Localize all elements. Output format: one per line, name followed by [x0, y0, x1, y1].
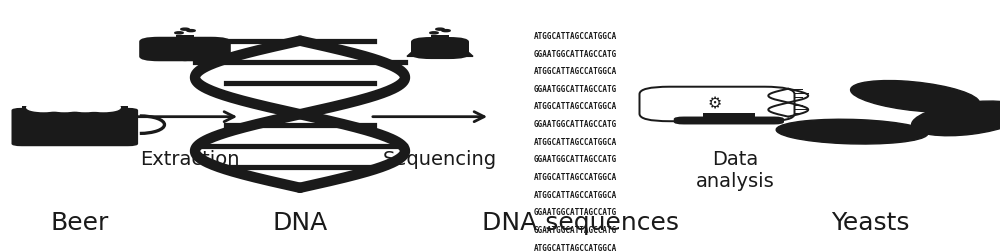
Circle shape [181, 29, 189, 31]
Circle shape [27, 104, 60, 112]
Text: GGAATGGCATTAGCCATG: GGAATGGCATTAGCCATG [533, 49, 617, 58]
Text: GGAATGGCATTAGCCATG: GGAATGGCATTAGCCATG [533, 208, 617, 216]
FancyBboxPatch shape [169, 38, 231, 62]
Polygon shape [407, 41, 473, 57]
Text: GGAATGGCATTAGCCATG: GGAATGGCATTAGCCATG [533, 120, 617, 129]
Circle shape [171, 39, 179, 41]
Text: GGAATGGCATTAGCCATG: GGAATGGCATTAGCCATG [533, 155, 617, 164]
Polygon shape [152, 41, 218, 57]
Text: Yeasts: Yeasts [831, 210, 909, 234]
Text: DNA sequences: DNA sequences [482, 210, 678, 234]
Text: ATGGCATTAGCCATGGCA: ATGGCATTAGCCATGGCA [533, 190, 617, 199]
Text: Sequencing: Sequencing [383, 149, 497, 168]
FancyBboxPatch shape [411, 38, 469, 60]
Circle shape [48, 104, 81, 112]
Circle shape [163, 40, 171, 42]
Circle shape [201, 39, 209, 41]
Circle shape [430, 33, 438, 35]
FancyBboxPatch shape [176, 36, 194, 41]
Text: ⚙: ⚙ [708, 96, 722, 111]
Circle shape [440, 40, 448, 41]
Circle shape [436, 29, 444, 31]
Circle shape [442, 30, 450, 33]
Text: ATGGCATTAGCCATGGCA: ATGGCATTAGCCATGGCA [533, 172, 617, 181]
Circle shape [193, 40, 201, 42]
Text: Data
analysis: Data analysis [696, 149, 774, 190]
Circle shape [87, 104, 120, 112]
Ellipse shape [851, 81, 979, 113]
Circle shape [175, 33, 183, 35]
Text: GGAATGGCATTAGCCATG: GGAATGGCATTAGCCATG [533, 84, 617, 93]
Circle shape [434, 41, 441, 43]
Text: ATGGCATTAGCCATGGCA: ATGGCATTAGCCATGGCA [533, 137, 617, 146]
Text: Extraction: Extraction [140, 149, 240, 168]
FancyBboxPatch shape [674, 117, 784, 125]
FancyBboxPatch shape [431, 36, 449, 41]
Circle shape [68, 104, 102, 112]
FancyBboxPatch shape [139, 38, 201, 62]
FancyBboxPatch shape [703, 114, 755, 120]
Text: ATGGCATTAGCCATGGCA: ATGGCATTAGCCATGGCA [533, 67, 617, 76]
Text: ATGGCATTAGCCATGGCA: ATGGCATTAGCCATGGCA [533, 102, 617, 111]
Ellipse shape [776, 120, 928, 144]
FancyBboxPatch shape [640, 87, 794, 122]
Circle shape [187, 30, 195, 33]
Text: ATGGCATTAGCCATGGCA: ATGGCATTAGCCATGGCA [533, 243, 617, 252]
Text: DNA: DNA [272, 210, 328, 234]
Text: GGAATGGCATTAGCCATG: GGAATGGCATTAGCCATG [533, 225, 617, 234]
Ellipse shape [912, 102, 1000, 136]
Text: Beer: Beer [51, 210, 109, 234]
FancyBboxPatch shape [22, 106, 128, 112]
Text: ATGGCATTAGCCATGGCA: ATGGCATTAGCCATGGCA [533, 32, 617, 41]
FancyBboxPatch shape [11, 108, 138, 147]
